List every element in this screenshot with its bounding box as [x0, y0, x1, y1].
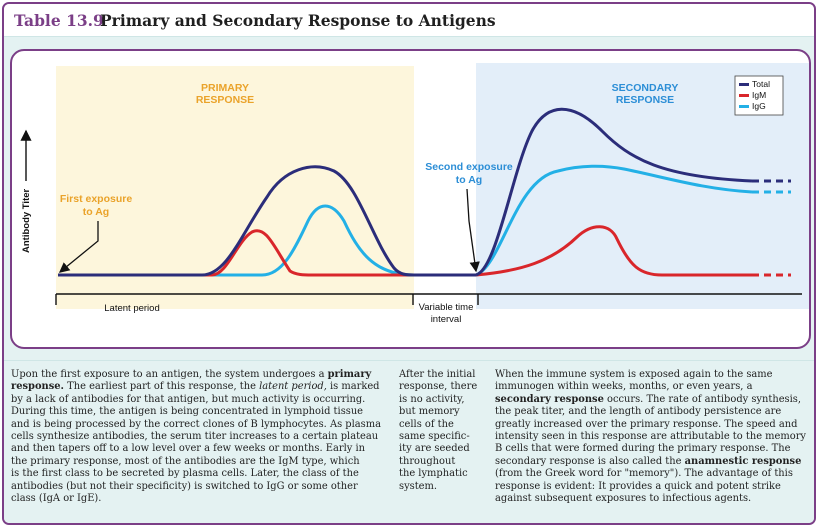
igm-curve-secondary — [475, 225, 752, 277]
primary-response-description: Upon the first exposure to an antigen, t… — [11, 369, 381, 505]
legend: Total IgM IgG — [734, 75, 784, 116]
legend-igm-swatch — [739, 94, 749, 97]
figure-box: PRIMARY RESPONSE SECONDARY RESPONSE Tota… — [10, 49, 811, 349]
secondary-response-description: When the immune system is exposed again … — [495, 369, 806, 505]
total-curve-primary — [58, 165, 415, 277]
igg-curve-secondary — [475, 164, 753, 277]
first-exposure-line1: First exposure — [60, 193, 133, 205]
description-area: Upon the first exposure to an antigen, t… — [4, 360, 814, 523]
second-exposure-line1: Second exposure — [425, 161, 513, 173]
primary-response-region — [56, 66, 414, 309]
legend-igm-label: IgM — [752, 90, 766, 100]
first-exposure-arrow — [58, 221, 99, 273]
legend-igg-swatch — [739, 105, 749, 108]
variable-interval-line2: interval — [431, 314, 462, 325]
interval-description: After the initial response, there is no … — [399, 369, 478, 492]
variable-interval-line1: Variable time — [419, 302, 474, 313]
total-curve-secondary — [475, 107, 753, 277]
second-exposure-arrow — [466, 188, 480, 273]
table-number: Table 13.9 — [14, 11, 104, 30]
latent-period-label: Latent period — [104, 303, 159, 314]
legend-total-swatch — [739, 83, 749, 86]
first-exposure-line2: to Ag — [83, 206, 109, 218]
table-title: Primary and Secondary Response to Antige… — [100, 11, 496, 30]
primary-label-line1: PRIMARY — [201, 82, 249, 94]
secondary-label-line1: SECONDARY — [612, 82, 679, 94]
secondary-label-line2: RESPONSE — [616, 94, 674, 106]
igm-curve-primary — [58, 229, 414, 277]
primary-label-line2: RESPONSE — [196, 94, 254, 106]
antibody-response-graph: PRIMARY RESPONSE SECONDARY RESPONSE Tota… — [20, 63, 809, 325]
second-exposure-line2: to Ag — [456, 174, 482, 186]
title-bar: Table 13.9 Primary and Secondary Respons… — [4, 4, 814, 36]
legend-igg-label: IgG — [752, 101, 766, 111]
figure-area: PRIMARY RESPONSE SECONDARY RESPONSE Tota… — [4, 36, 814, 361]
legend-total-label: Total — [752, 79, 770, 89]
y-axis-label: Antibody Titer — [21, 188, 32, 253]
